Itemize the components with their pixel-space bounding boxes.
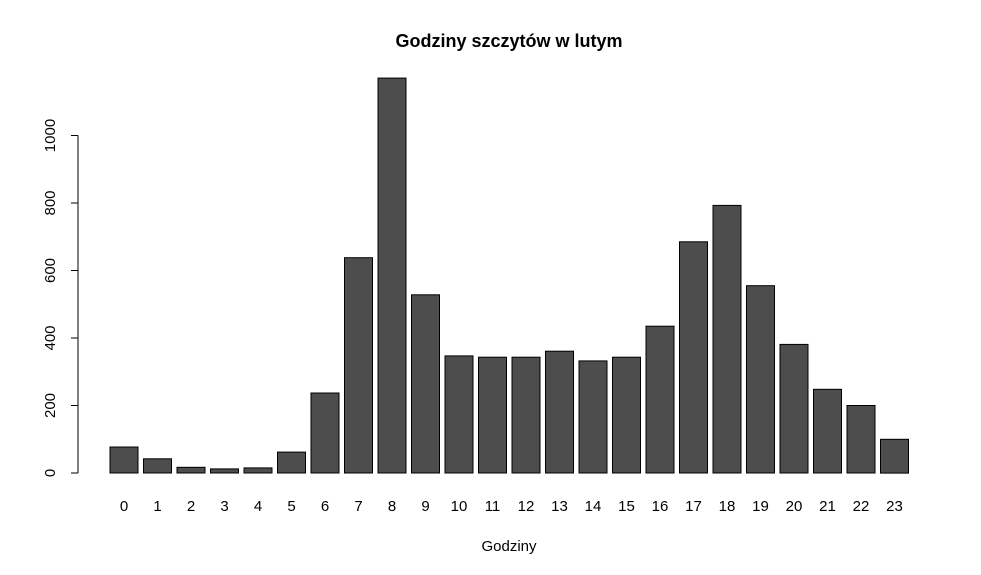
bar-hour-18 [712,204,742,474]
bar-hour-12 [511,356,541,474]
bar-hour-5 [277,451,306,474]
x-tick-label-19: 19 [752,498,769,515]
y-axis: 0 200 400 600 800 1000 [42,119,79,477]
bar-hour-20 [779,343,809,474]
x-tick-label-17: 17 [685,498,702,515]
bar-hour-8 [377,77,407,474]
x-tick-label-8: 8 [388,498,396,515]
x-tick-label-15: 15 [618,498,635,515]
bar-hour-15 [612,356,641,474]
bar-hour-23 [880,438,909,474]
y-tick-label-800: 800 [42,190,59,215]
y-tick-label-600: 600 [42,258,59,283]
bar-hour-3 [210,468,239,474]
y-tick-label-0: 0 [42,469,59,477]
bar-hour-16 [645,325,675,474]
x-tick-label-10: 10 [451,498,468,515]
bar-hour-13 [545,350,574,474]
chart-title: Godziny szczytów w lutym [395,31,622,51]
x-tick-label-7: 7 [354,498,362,515]
bar-hour-10 [444,355,474,474]
x-tick-label-9: 9 [421,498,429,515]
bar-hour-6 [310,392,340,474]
x-tick-label-0: 0 [120,498,128,515]
x-tick-label-13: 13 [551,498,568,515]
x-tick-labels: 0 1 2 3 4 5 6 7 8 9 10 11 12 13 14 15 16 17 18 19 20 21 22 23 [120,498,903,515]
bar-hour-14 [578,360,608,474]
x-tick-label-22: 22 [853,498,870,515]
x-tick-label-4: 4 [254,498,262,515]
bar-hour-22 [846,405,876,474]
x-tick-label-16: 16 [652,498,669,515]
y-tick-label-1000: 1000 [42,119,59,152]
bar-hour-0 [109,446,139,474]
x-tick-label-20: 20 [786,498,803,515]
x-tick-label-21: 21 [819,498,836,515]
bar-hour-4 [243,467,273,474]
bar-hour-7 [344,257,373,474]
x-tick-label-18: 18 [719,498,736,515]
bar-hour-19 [746,285,775,474]
x-tick-label-6: 6 [321,498,329,515]
y-tick-label-400: 400 [42,325,59,350]
x-tick-label-23: 23 [886,498,903,515]
bar-hour-1 [143,458,172,474]
y-tick-label-200: 200 [42,393,59,418]
bar-hour-21 [813,388,842,474]
x-tick-label-12: 12 [518,498,535,515]
bar-hour-17 [679,241,708,474]
x-axis-label: Godziny [481,538,537,555]
x-tick-label-1: 1 [153,498,161,515]
bar-hour-9 [411,294,440,474]
x-tick-label-3: 3 [220,498,228,515]
x-tick-label-2: 2 [187,498,195,515]
bars-group [109,77,909,474]
x-tick-label-14: 14 [585,498,602,515]
bar-hour-2 [176,466,206,474]
x-tick-label-11: 11 [485,498,501,515]
bar-hour-11 [478,356,507,474]
x-tick-label-5: 5 [287,498,295,515]
